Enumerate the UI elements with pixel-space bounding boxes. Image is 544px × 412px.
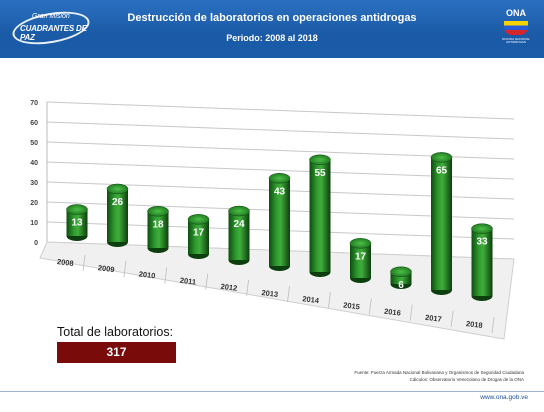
y-tick-label: 0 [34, 240, 38, 247]
footer-divider [0, 391, 544, 392]
page-subtitle: Periodo: 2008 al 2018 [226, 33, 318, 43]
bar-data-label: 33 [476, 237, 488, 248]
bar: 65 [430, 152, 453, 295]
bar: 17 [349, 238, 372, 283]
bar-data-label: 18 [152, 219, 164, 230]
y-tick-label: 20 [30, 200, 38, 207]
bar: 43 [268, 173, 291, 271]
bar-cap [106, 183, 129, 195]
x-tick-separator [82, 254, 86, 272]
footer-url[interactable]: www.ona.gob.ve [480, 394, 528, 401]
bar-body [107, 188, 128, 242]
bar-cap [147, 206, 169, 217]
bar-data-label: 24 [233, 219, 245, 230]
bar-cap [66, 204, 88, 215]
x-tick-separator [246, 279, 249, 296]
total-value-box: 317 [57, 342, 176, 363]
bar-body [228, 211, 250, 260]
bar-cap [309, 154, 331, 166]
x-tick-label: 2008 [56, 257, 74, 268]
bar: 6 [390, 266, 412, 291]
y-tick-label: 50 [30, 140, 38, 147]
source-line-2: Cálculos: Observatorio Venezolano de Dro… [409, 377, 524, 382]
chart-bars: 13 26 18 17 24 43 55 17 6 65 33 [66, 152, 493, 301]
bar: 24 [228, 205, 250, 265]
x-axis-labels: 2008 2009 2010 2011 2012 2013 2014 2015 2016 2017… [56, 254, 495, 334]
bar-cap [471, 223, 493, 234]
bar-cap [349, 238, 372, 249]
x-tick-label: 2016 [384, 307, 402, 318]
bar-data-label: 55 [314, 168, 326, 179]
flag-shield-icon [504, 21, 528, 35]
bar-data-label: 65 [436, 165, 448, 176]
bar-body [309, 159, 331, 272]
bar-cap [228, 205, 250, 217]
bar-body [147, 211, 169, 248]
x-tick-separator [164, 267, 168, 284]
ona-logo-text: ONA [506, 8, 526, 18]
x-tick-label: 2017 [425, 313, 443, 324]
logo-big-text: CUADRANTES DE PAZ [20, 24, 87, 42]
header-banner: Gran Misión CUADRANTES DE PAZ Destrucció… [0, 0, 544, 58]
bar-data-label: 43 [274, 186, 286, 197]
bar-cap [390, 266, 412, 278]
bar-data-label: 17 [355, 251, 367, 262]
bar-cap [430, 152, 453, 163]
logo-small-text: Gran Misión [32, 13, 70, 20]
bar: 26 [106, 183, 129, 247]
bar-cap [187, 214, 210, 225]
page-title: Destrucción de laboratorios en operacion… [127, 12, 417, 24]
bar: 55 [309, 154, 331, 277]
y-tick-label: 40 [30, 160, 38, 167]
x-tick-label: 2012 [220, 282, 238, 293]
x-tick-label: 2013 [261, 288, 279, 299]
source-line-1: Fuente: Fuerza Armada Nacional Bolivaria… [354, 370, 524, 375]
bar: 18 [147, 206, 169, 253]
y-axis-ticks: 0 10 20 30 40 50 60 70 [30, 100, 38, 247]
bar: 17 [187, 214, 210, 259]
bar-cap [268, 173, 291, 184]
y-tick-label: 10 [30, 220, 38, 227]
bar-data-label: 13 [71, 217, 83, 228]
bar-body [350, 243, 371, 278]
x-tick-separator [450, 310, 454, 327]
gridline [46, 101, 515, 120]
y-tick-label: 30 [30, 180, 38, 187]
gridline [46, 121, 515, 140]
x-tick-separator [328, 292, 331, 309]
x-tick-separator [205, 273, 209, 290]
bar-data-label: 17 [193, 227, 205, 238]
bar-data-label: 6 [398, 280, 404, 291]
x-tick-separator [409, 304, 413, 321]
cuadrantes-de-paz-logo: Gran Misión CUADRANTES DE PAZ [9, 6, 93, 50]
bar: 13 [66, 204, 88, 241]
bar-body [66, 209, 88, 236]
x-tick-separator [287, 285, 290, 303]
x-tick-label: 2010 [138, 269, 156, 280]
y-tick-label: 60 [30, 120, 38, 127]
bar-body [431, 157, 452, 290]
x-tick-label: 2015 [343, 300, 361, 311]
x-tick-separator [368, 298, 372, 315]
bar-data-label: 26 [112, 197, 124, 208]
x-tick-label: 2014 [302, 294, 320, 305]
y-tick-label: 70 [30, 100, 38, 107]
x-tick-label: 2009 [97, 263, 115, 274]
total-label: Total de laboratorios: [57, 325, 174, 339]
bar-body [471, 228, 493, 296]
x-tick-separator [123, 261, 127, 278]
source-note: Fuente: Fuerza Armada Nacional Bolivaria… [290, 369, 524, 383]
x-tick-label: 2018 [465, 319, 483, 330]
x-tick-separator [491, 316, 495, 334]
bar: 33 [471, 223, 493, 301]
x-tick-label: 2011 [179, 276, 196, 287]
ona-logo: ONA OFICINA NACIONAL ANTIDROGAS [498, 8, 534, 52]
ona-logo-caption: OFICINA NACIONAL ANTIDROGAS [501, 37, 531, 44]
bar-body [269, 178, 290, 266]
bar-body [188, 219, 209, 254]
